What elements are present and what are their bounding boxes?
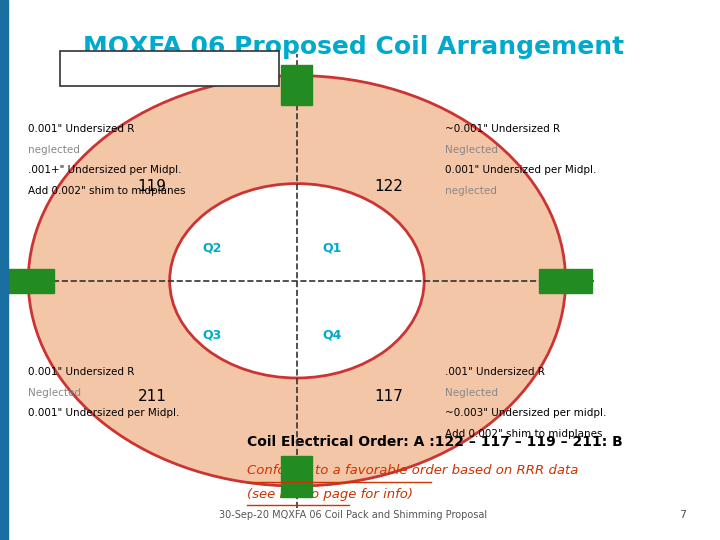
Text: 0.001" Undersized per Midpl.: 0.001" Undersized per Midpl. bbox=[446, 165, 597, 176]
Text: Q4: Q4 bbox=[323, 328, 342, 341]
Text: Q2: Q2 bbox=[202, 242, 222, 255]
Text: neglected: neglected bbox=[28, 145, 80, 155]
Text: Q1: Q1 bbox=[323, 242, 342, 255]
Text: OR: OR bbox=[226, 67, 240, 77]
Circle shape bbox=[28, 76, 566, 486]
Bar bbox=[282, 456, 312, 497]
Text: = 2 π x δR: = 2 π x δR bbox=[147, 62, 224, 76]
Text: 119: 119 bbox=[138, 179, 166, 194]
Text: ~0.001" Undersized R: ~0.001" Undersized R bbox=[446, 124, 560, 134]
Text: 117: 117 bbox=[374, 389, 403, 404]
Text: (see Indico page for info): (see Indico page for info) bbox=[248, 488, 413, 501]
Text: Add 0.002" shim to midplanes: Add 0.002" shim to midplanes bbox=[28, 186, 186, 196]
FancyBboxPatch shape bbox=[60, 51, 279, 86]
Text: MQXFA 06 Proposed Coil Arrangement: MQXFA 06 Proposed Coil Arrangement bbox=[83, 35, 624, 59]
Text: Coil Electrical Order: A :122 – 117 – 119 – 211: B: Coil Electrical Order: A :122 – 117 – 11… bbox=[248, 435, 624, 449]
Text: 0.001" Undersized per Midpl.: 0.001" Undersized per Midpl. bbox=[28, 408, 180, 418]
Text: 7: 7 bbox=[679, 510, 685, 521]
Circle shape bbox=[170, 184, 424, 378]
Text: Neglected: Neglected bbox=[28, 388, 81, 398]
Text: 122: 122 bbox=[374, 179, 403, 194]
Text: .001+" Undersized per Midpl.: .001+" Undersized per Midpl. bbox=[28, 165, 181, 176]
Text: neglected: neglected bbox=[446, 186, 498, 196]
Text: 30-Sep-20 MQXFA 06 Coil Pack and Shimming Proposal: 30-Sep-20 MQXFA 06 Coil Pack and Shimmin… bbox=[220, 510, 487, 521]
Text: Conforms to a favorable order based on RRR data: Conforms to a favorable order based on R… bbox=[248, 464, 579, 477]
Bar bbox=[1, 269, 55, 293]
Text: Neglected: Neglected bbox=[446, 145, 498, 155]
Text: ~0.003" Undersized per midpl.: ~0.003" Undersized per midpl. bbox=[446, 408, 607, 418]
Bar bbox=[0, 0, 9, 540]
Text: .001" Undersized R: .001" Undersized R bbox=[446, 367, 545, 377]
Text: 0.001" Undersized R: 0.001" Undersized R bbox=[28, 367, 135, 377]
Bar bbox=[282, 65, 312, 105]
Text: δ: δ bbox=[94, 62, 102, 76]
Text: Neglected: Neglected bbox=[446, 388, 498, 398]
Text: 211: 211 bbox=[138, 389, 166, 404]
Bar bbox=[539, 269, 592, 293]
Text: Q3: Q3 bbox=[202, 328, 222, 341]
Text: midplane: midplane bbox=[104, 67, 150, 77]
Text: 0.001" Undersized R: 0.001" Undersized R bbox=[28, 124, 135, 134]
Text: 8 x: 8 x bbox=[68, 62, 94, 76]
Text: Add 0.002" shim to midplanes: Add 0.002" shim to midplanes bbox=[446, 429, 603, 439]
